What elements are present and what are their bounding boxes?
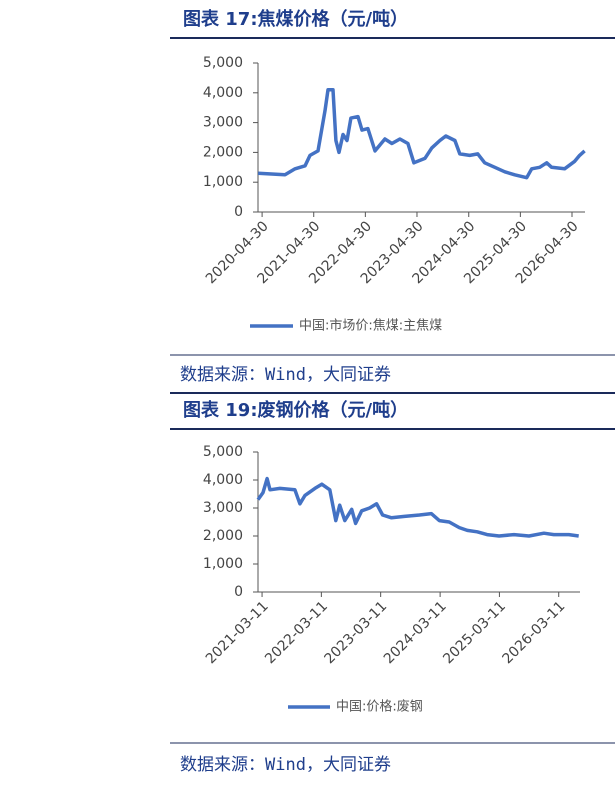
y-tick-label: 2,000	[203, 528, 243, 544]
y-tick-label: 1,000	[203, 556, 243, 572]
data-line	[256, 476, 579, 538]
x-tick-label: 2023-03-11	[321, 598, 390, 667]
y-tick-label: 2,000	[203, 144, 243, 160]
source-note: 数据来源：Wind，大同证券	[180, 365, 391, 385]
legend-label: 中国:市场价:焦煤:主焦煤	[299, 318, 442, 334]
y-tick-label: 5,000	[203, 444, 243, 460]
y-tick-label: 4,000	[203, 472, 243, 488]
y-tick-label: 0	[234, 204, 243, 220]
data-line	[258, 88, 586, 180]
x-tick-label: 2022-03-11	[262, 598, 331, 667]
y-tick-label: 3,000	[203, 500, 243, 516]
x-tick-label: 2024-03-11	[381, 598, 450, 667]
x-tick-label: 2025-03-11	[440, 598, 509, 667]
chart-title: 图表 17:焦煤价格（元/吨）	[183, 8, 408, 30]
x-tick-label: 2021-03-11	[203, 598, 272, 667]
x-tick-label: 2026-03-11	[500, 598, 569, 667]
y-tick-label: 4,000	[203, 85, 243, 101]
y-tick-label: 1,000	[203, 174, 243, 190]
legend-label: 中国:价格:废钢	[336, 699, 423, 715]
y-tick-label: 0	[234, 584, 243, 600]
y-tick-label: 3,000	[203, 115, 243, 131]
chart-title: 图表 19:废钢价格（元/吨）	[183, 399, 408, 421]
y-tick-label: 5,000	[203, 55, 243, 71]
source-note: 数据来源：Wind，大同证券	[180, 755, 391, 775]
